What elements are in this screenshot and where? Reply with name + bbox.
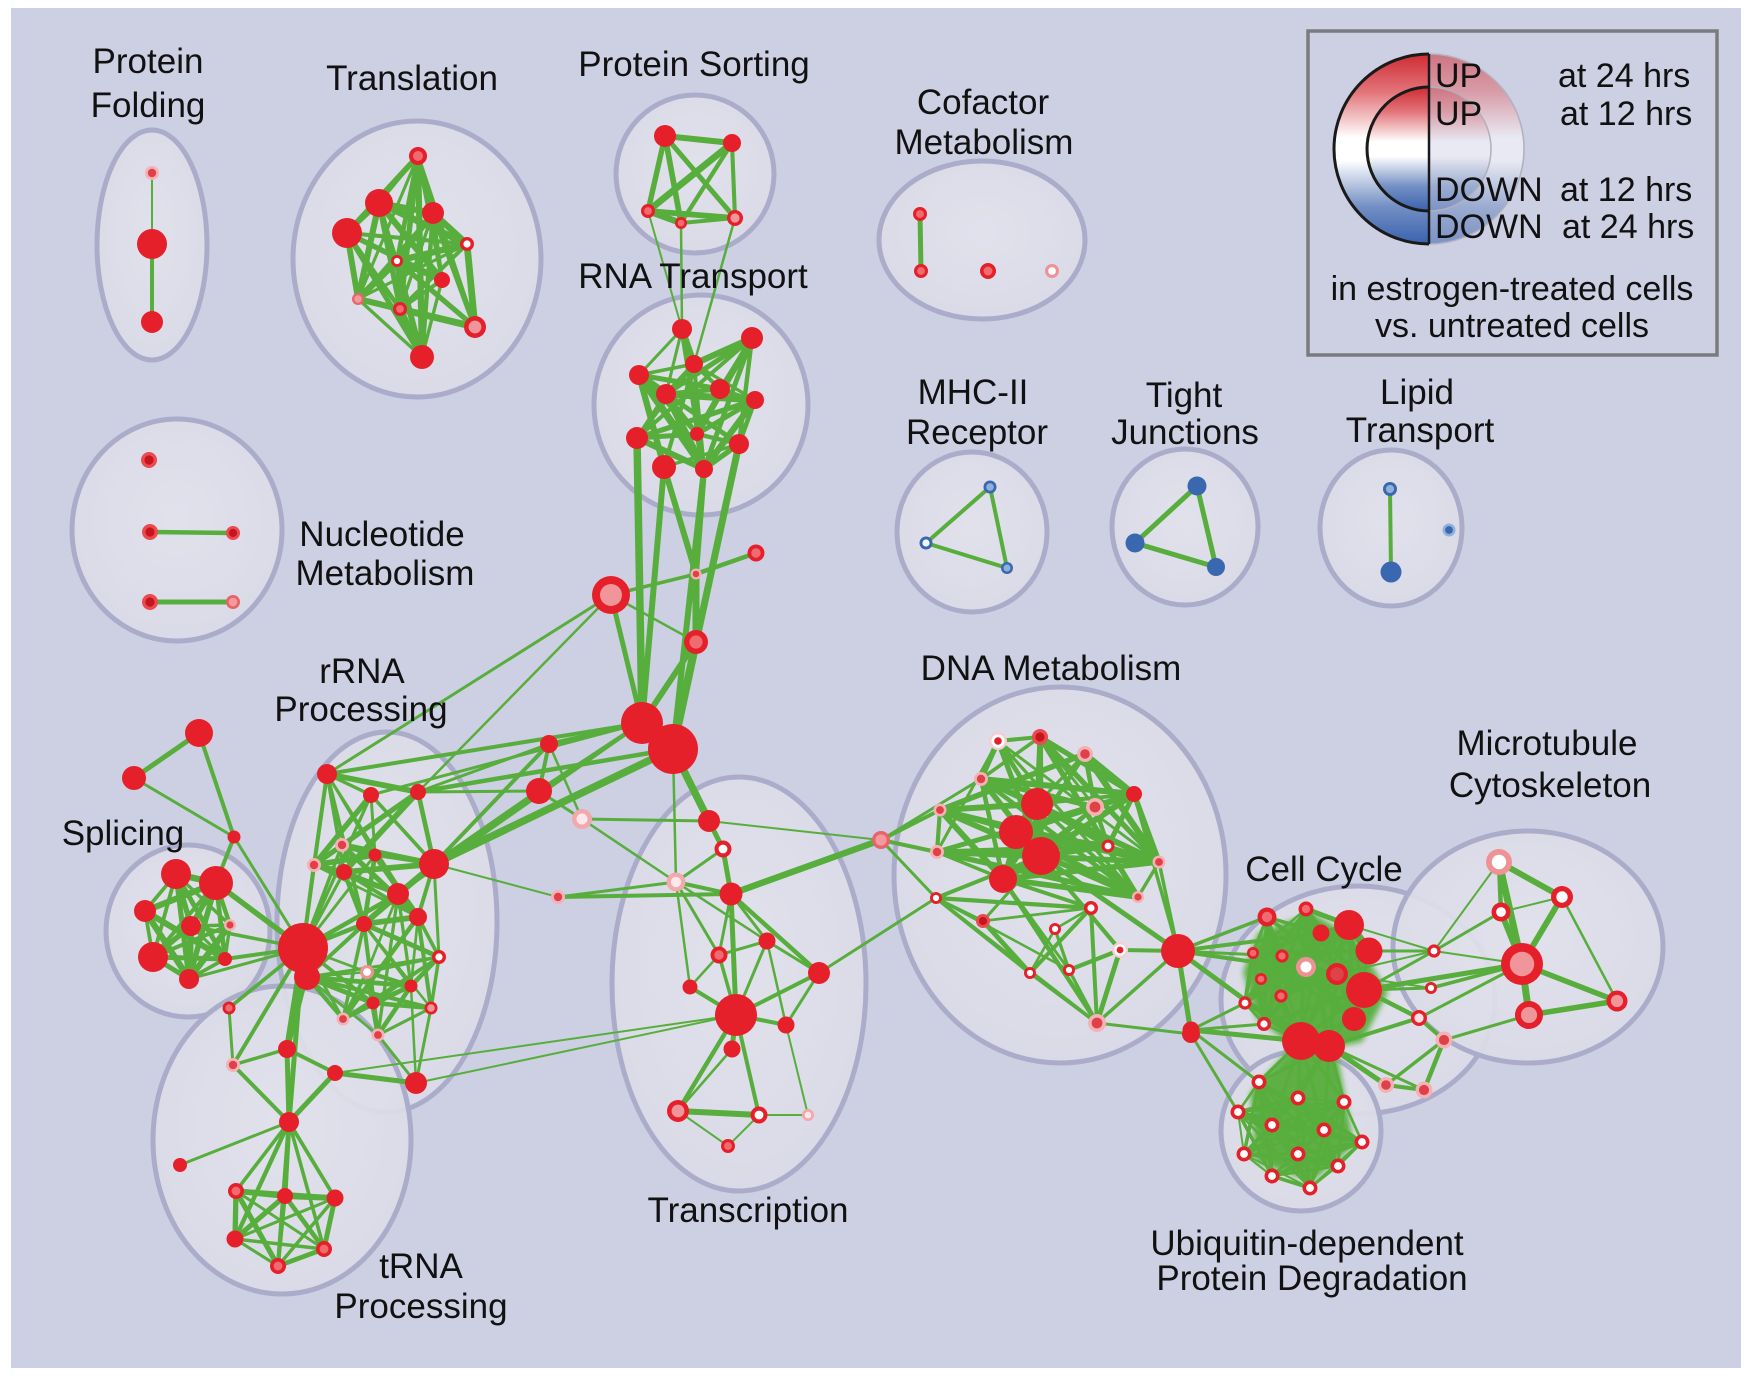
- svg-text:Receptor: Receptor: [906, 413, 1048, 452]
- svg-text:Microtubule: Microtubule: [1457, 724, 1638, 763]
- svg-text:Cell Cycle: Cell Cycle: [1245, 850, 1403, 889]
- svg-text:Transcription: Transcription: [648, 1191, 849, 1230]
- svg-text:UP: UP: [1435, 57, 1482, 95]
- svg-text:at 12 hrs: at 12 hrs: [1560, 171, 1692, 209]
- svg-text:Processing: Processing: [274, 690, 447, 729]
- svg-text:Ubiquitin-dependent: Ubiquitin-dependent: [1150, 1224, 1464, 1263]
- svg-text:Processing: Processing: [334, 1287, 507, 1326]
- svg-text:at 24 hrs: at 24 hrs: [1558, 57, 1690, 95]
- svg-text:Transport: Transport: [1346, 411, 1495, 450]
- svg-text:Cofactor: Cofactor: [917, 83, 1050, 122]
- svg-text:Junctions: Junctions: [1111, 413, 1259, 452]
- svg-text:rRNA: rRNA: [319, 652, 405, 691]
- svg-text:Lipid: Lipid: [1380, 373, 1454, 412]
- svg-text:DNA Metabolism: DNA Metabolism: [921, 649, 1182, 688]
- svg-text:UP: UP: [1435, 95, 1482, 133]
- svg-text:RNA Transport: RNA Transport: [578, 257, 808, 296]
- svg-text:Protein Degradation: Protein Degradation: [1156, 1259, 1467, 1298]
- svg-text:MHC-II: MHC-II: [918, 373, 1029, 412]
- svg-text:Splicing: Splicing: [62, 814, 185, 853]
- svg-text:Nucleotide: Nucleotide: [299, 515, 464, 554]
- svg-text:DOWN: DOWN: [1435, 171, 1543, 209]
- svg-text:tRNA: tRNA: [379, 1247, 463, 1286]
- svg-text:vs. untreated cells: vs. untreated cells: [1375, 307, 1649, 345]
- svg-text:at 24 hrs: at 24 hrs: [1562, 208, 1694, 246]
- svg-text:Cytoskeleton: Cytoskeleton: [1449, 766, 1651, 805]
- svg-text:Metabolism: Metabolism: [895, 123, 1074, 162]
- svg-text:Protein: Protein: [93, 42, 204, 81]
- svg-text:Folding: Folding: [91, 86, 206, 125]
- svg-text:Tight: Tight: [1146, 376, 1223, 415]
- svg-text:Translation: Translation: [326, 59, 498, 98]
- svg-text:Protein Sorting: Protein Sorting: [578, 45, 810, 84]
- svg-text:at 12 hrs: at 12 hrs: [1560, 95, 1692, 133]
- svg-text:DOWN: DOWN: [1435, 208, 1543, 246]
- svg-text:in estrogen-treated cells: in estrogen-treated cells: [1331, 270, 1694, 308]
- svg-text:Metabolism: Metabolism: [296, 554, 475, 593]
